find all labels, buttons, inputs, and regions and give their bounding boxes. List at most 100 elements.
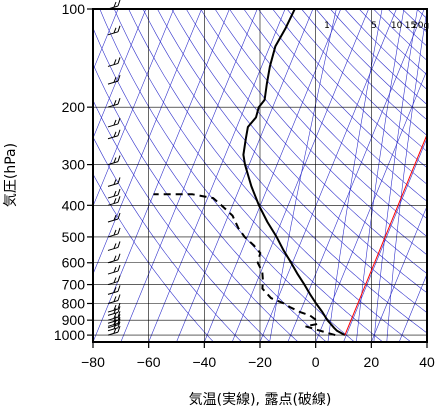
dry-adiabat-line	[431, 9, 435, 342]
mixing-ratio-line	[327, 9, 383, 342]
wind-barb-flag	[113, 27, 117, 34]
wind-barb-staff	[107, 327, 119, 332]
wind-barb-flag	[117, 196, 121, 203]
wind-barb-staff	[107, 319, 119, 324]
wind-barb-flag	[117, 57, 121, 64]
wind-barb-flag	[113, 214, 117, 221]
y-tick-label: 1000	[54, 327, 85, 343]
x-axis: −80 −60 −40 −20 0 20 40	[81, 342, 435, 370]
wind-barb-flag	[117, 129, 121, 136]
mixing-ratio-line	[373, 9, 418, 342]
x-tick-label: 20	[364, 354, 380, 370]
wind-barb	[107, 98, 121, 108]
isotherm-line	[93, 9, 175, 207]
wind-barb-flag	[113, 266, 117, 273]
wind-barb-flag	[117, 294, 121, 301]
isotherm-line	[93, 9, 202, 275]
wind-barb-flag	[113, 308, 117, 314]
wind-barb-flag	[113, 190, 117, 197]
wind-barb-flag	[117, 306, 121, 313]
wind-barb-flag	[113, 59, 117, 65]
wind-barb-flag	[117, 285, 121, 292]
pressure-grid	[93, 9, 427, 342]
y-tick-label: 600	[62, 255, 86, 271]
x-tick-label: −80	[81, 354, 105, 370]
wind-barb	[107, 306, 121, 316]
dry-adiabat-line	[171, 9, 427, 294]
wind-barb-staff	[107, 135, 119, 140]
y-tick-label: 900	[62, 312, 86, 328]
wind-barb-staff	[107, 331, 119, 336]
dewpoint-line	[153, 193, 336, 337]
wind-barb-flag	[113, 131, 117, 137]
dry-adiabat-line	[93, 27, 327, 342]
y-tick-label: 400	[62, 197, 86, 213]
wind-barb-flag	[113, 1, 117, 8]
wind-barb	[107, 177, 121, 187]
wind-barb	[107, 241, 121, 251]
mixing-ratio-label: 5	[371, 21, 377, 31]
y-tick-label: 800	[62, 295, 86, 311]
dry-adiabat-line	[358, 9, 427, 76]
isotherm-line	[204, 9, 342, 342]
wind-barb-flag	[113, 255, 117, 261]
wind-barb-flag	[117, 117, 121, 125]
wind-barb-flag	[113, 76, 117, 83]
isotherm-line	[259, 9, 397, 342]
wind-barb-staff	[107, 270, 119, 275]
dry-adiabat-line	[128, 9, 412, 342]
wind-barb	[107, 285, 121, 295]
dry-adiabat-line	[286, 9, 427, 152]
wind-barb-flag	[113, 304, 117, 311]
wind-barb-flag	[117, 318, 121, 325]
wind-barb-staff	[107, 123, 119, 128]
wind-barb-flag	[117, 264, 121, 272]
wind-barb-staff	[107, 161, 119, 166]
x-tick-label: −60	[137, 354, 161, 370]
wind-barb-flag	[113, 179, 117, 185]
wind-barb-staff	[107, 80, 119, 85]
dry-adiabat-line	[301, 9, 427, 136]
dry-adiabat-line	[402, 9, 427, 33]
sounding-series	[153, 9, 427, 337]
wind-barb	[107, 275, 121, 286]
wind-barb-flag	[113, 316, 117, 322]
wind-barb-flag	[117, 325, 121, 333]
wind-barb-flag	[113, 229, 117, 236]
wind-barb-flag	[117, 275, 121, 282]
isotherm-line	[176, 9, 314, 342]
wind-barb	[107, 117, 121, 128]
y-tick-label: 200	[62, 99, 86, 115]
wind-barb-flag	[117, 25, 121, 32]
wind-barb-flag	[117, 321, 121, 328]
wind-barb-staff	[107, 300, 119, 304]
wind-barb-flag	[113, 277, 117, 283]
wind-barb-flag	[117, 212, 121, 220]
wind-barb-flag	[117, 314, 121, 321]
mixing-ratio-label: 10	[391, 21, 403, 31]
wind-barb-flag	[117, 155, 121, 162]
wind-barb-staff	[107, 31, 119, 36]
dry-adiabat-line	[315, 9, 427, 121]
wind-barb-flag	[113, 287, 117, 293]
isotherm-line	[93, 9, 119, 72]
x-tick-label: 40	[419, 354, 435, 370]
isotherm-line	[343, 137, 427, 342]
wind-barb-flag	[117, 188, 121, 196]
wind-barb-flag	[113, 319, 117, 325]
y-axis-title: 気圧(hPa)	[3, 143, 19, 207]
wind-barb	[107, 264, 121, 275]
wind-barb-staff	[107, 311, 119, 316]
isotherm-line	[148, 9, 286, 342]
wind-barb	[107, 25, 121, 36]
wind-barb-staff	[107, 322, 119, 327]
wind-barb-flag	[117, 98, 121, 105]
wind-barb	[107, 302, 121, 313]
wind-barb-flag	[113, 320, 117, 327]
wind-barb-staff	[107, 218, 119, 223]
isotherm-line	[93, 9, 147, 139]
y-tick-label: 500	[62, 229, 86, 245]
wind-barb-staff	[107, 281, 119, 286]
temperature-line	[242, 9, 346, 336]
dry-adiabat-line	[344, 9, 427, 90]
